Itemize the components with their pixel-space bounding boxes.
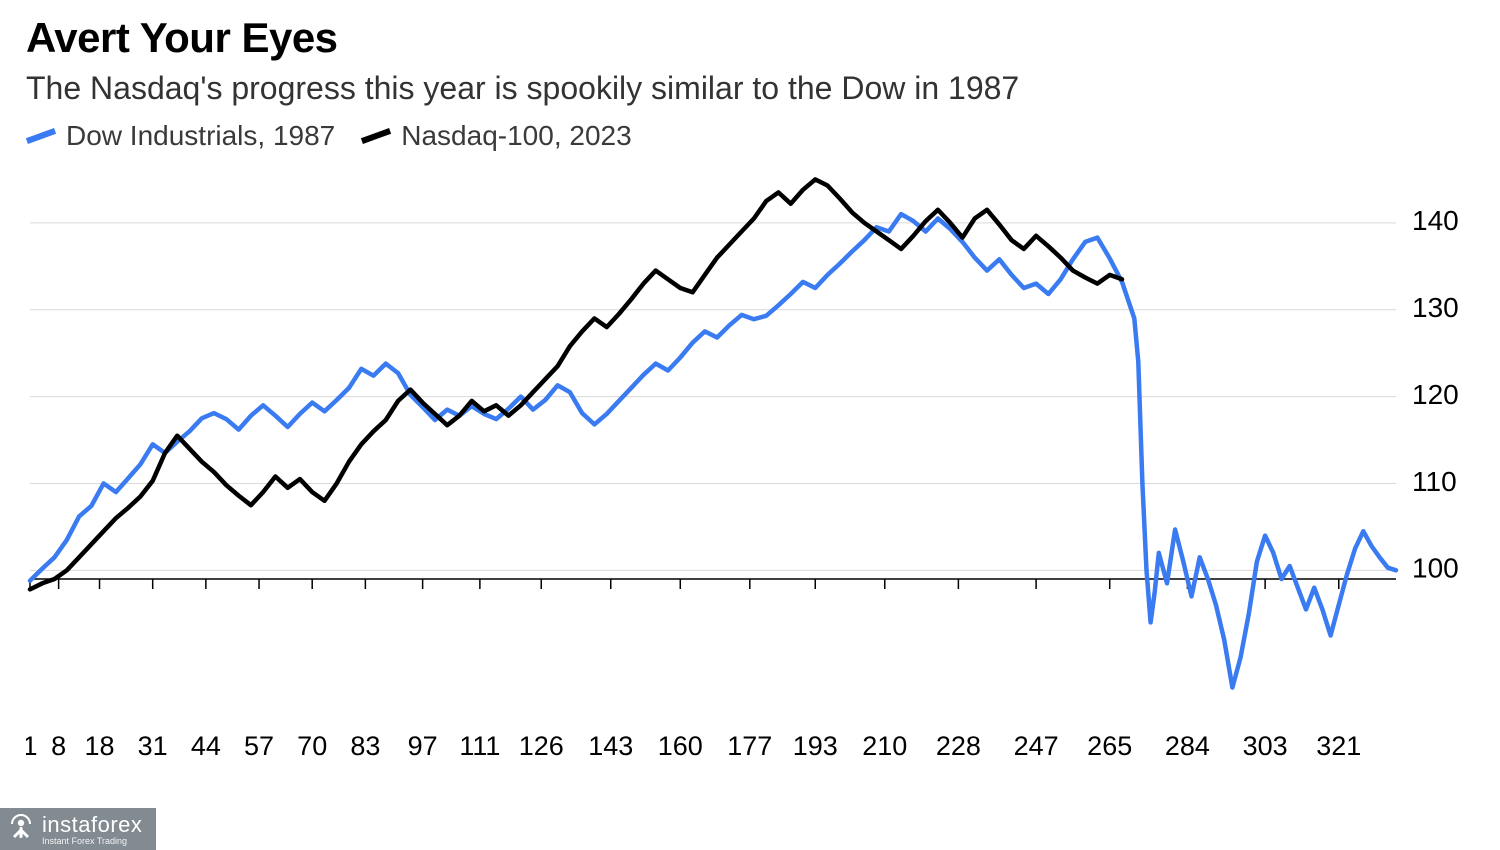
x-tick-label: 57 (244, 731, 274, 761)
x-tick-label: 210 (862, 731, 907, 761)
x-tick-label: 18 (85, 731, 115, 761)
chart-title: Avert Your Eyes (26, 14, 1474, 62)
y-tick-label: 100 (1412, 553, 1459, 584)
x-tick-label: 193 (793, 731, 838, 761)
watermark-brand: instaforex (42, 812, 142, 837)
x-tick-label: 321 (1316, 731, 1361, 761)
x-tick-label: 160 (658, 731, 703, 761)
x-tick-label: 97 (408, 731, 438, 761)
x-tick-label: 177 (727, 731, 772, 761)
x-tick-label: 31 (138, 731, 168, 761)
x-tick-label: 284 (1165, 731, 1210, 761)
legend-item-dow: Dow Industrials, 1987 (26, 120, 335, 152)
x-tick-label: 126 (519, 731, 564, 761)
chart-container: Avert Your Eyes The Nasdaq's progress th… (0, 0, 1500, 850)
y-tick-label: 110 (1412, 466, 1457, 497)
x-tick-label: 44 (191, 731, 221, 761)
y-tick-label: 130 (1412, 292, 1459, 323)
legend-item-nasdaq: Nasdaq-100, 2023 (361, 120, 631, 152)
watermark-text: instaforex Instant Forex Trading (42, 812, 142, 846)
x-tick-label: 70 (297, 731, 327, 761)
chart-svg: 100 110 120 130 140 18 18 31 44 57 70 83 97 111 126 143… (26, 158, 1474, 798)
watermark-tagline: Instant Forex Trading (42, 836, 142, 846)
series-dow-industrials-1987 (30, 214, 1396, 687)
legend-label-nasdaq: Nasdaq-100, 2023 (401, 120, 631, 152)
series-nasdaq-100-2023 (30, 179, 1122, 589)
legend-swatch-dow (26, 128, 56, 144)
chart-subtitle: The Nasdaq's progress this year is spook… (26, 68, 1474, 108)
legend: Dow Industrials, 1987 Nasdaq-100, 2023 (26, 120, 1474, 152)
x-tick-label: 83 (350, 731, 380, 761)
x-tick-label: 247 (1014, 731, 1059, 761)
x-tick-label: 228 (936, 731, 981, 761)
y-tick-label: 120 (1412, 379, 1459, 410)
x-tick-label: 111 (459, 731, 500, 761)
x-tick-label: 303 (1243, 731, 1288, 761)
x-tick-label: 265 (1087, 731, 1132, 761)
legend-label-dow: Dow Industrials, 1987 (66, 120, 335, 152)
watermark-icon (8, 814, 34, 844)
watermark: instaforex Instant Forex Trading (0, 808, 156, 850)
x-tick-label: 143 (588, 731, 633, 761)
x-tick-label: 1 (26, 731, 38, 761)
legend-swatch-nasdaq (361, 128, 391, 144)
y-tick-label: 140 (1412, 205, 1459, 236)
chart-plot-area: 100 110 120 130 140 18 18 31 44 57 70 83 97 111 126 143… (26, 158, 1474, 798)
x-tick-label: 8 (51, 731, 66, 761)
